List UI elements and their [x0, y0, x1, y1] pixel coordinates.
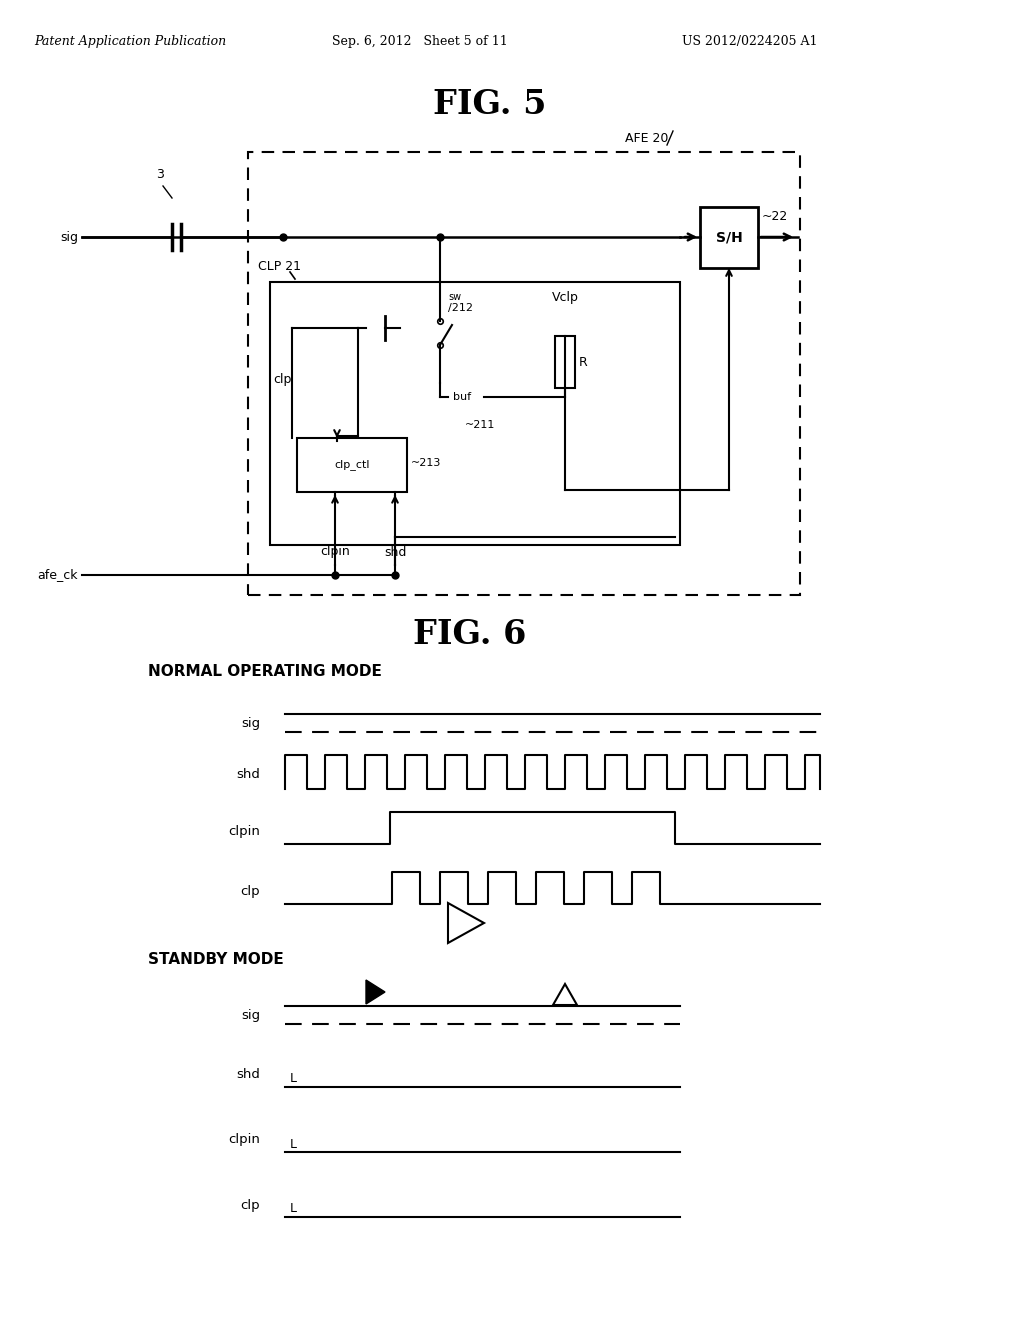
Text: sig: sig: [241, 1008, 260, 1022]
Bar: [555, 337, 575, 388]
Bar: [297, 438, 407, 492]
Text: clp: clp: [241, 886, 260, 899]
Text: ~213: ~213: [411, 458, 441, 469]
Text: 3: 3: [156, 169, 164, 181]
Text: clp: clp: [241, 1199, 260, 1212]
Text: US 2012/0224205 A1: US 2012/0224205 A1: [682, 36, 818, 49]
Text: S/H: S/H: [716, 231, 742, 244]
Text: shd: shd: [384, 545, 407, 558]
Text: sig: sig: [60, 231, 78, 243]
Text: CLP 21: CLP 21: [258, 260, 301, 272]
Bar: [700, 207, 758, 268]
Text: clpin: clpin: [321, 545, 350, 558]
Text: /212: /212: [449, 304, 473, 313]
Text: clp_ctl: clp_ctl: [334, 459, 370, 470]
Bar: [248, 152, 800, 595]
Text: ~22: ~22: [762, 210, 788, 223]
Text: clp: clp: [273, 374, 292, 387]
Text: STANDBY MODE: STANDBY MODE: [148, 953, 284, 968]
Text: shd: shd: [237, 768, 260, 781]
Text: L: L: [290, 1203, 297, 1216]
Bar: [270, 282, 680, 545]
Text: afe_ck: afe_ck: [38, 569, 78, 582]
Text: sig: sig: [241, 717, 260, 730]
Text: AFE 20: AFE 20: [625, 132, 669, 144]
Text: R: R: [579, 355, 588, 368]
Text: shd: shd: [237, 1068, 260, 1081]
Text: Patent Application Publication: Patent Application Publication: [34, 36, 226, 49]
Text: L: L: [290, 1138, 297, 1151]
Text: FIG. 5: FIG. 5: [433, 88, 547, 121]
Text: L: L: [290, 1072, 297, 1085]
Text: Sep. 6, 2012   Sheet 5 of 11: Sep. 6, 2012 Sheet 5 of 11: [332, 36, 508, 49]
Text: clpin: clpin: [228, 825, 260, 838]
Text: ~211: ~211: [465, 420, 496, 430]
Text: buf: buf: [453, 392, 471, 403]
Text: NORMAL OPERATING MODE: NORMAL OPERATING MODE: [148, 664, 382, 680]
Polygon shape: [366, 979, 385, 1005]
Text: Vclp: Vclp: [552, 290, 579, 304]
Text: clpin: clpin: [228, 1134, 260, 1147]
Text: FIG. 6: FIG. 6: [414, 619, 526, 652]
Text: sw: sw: [449, 292, 461, 302]
